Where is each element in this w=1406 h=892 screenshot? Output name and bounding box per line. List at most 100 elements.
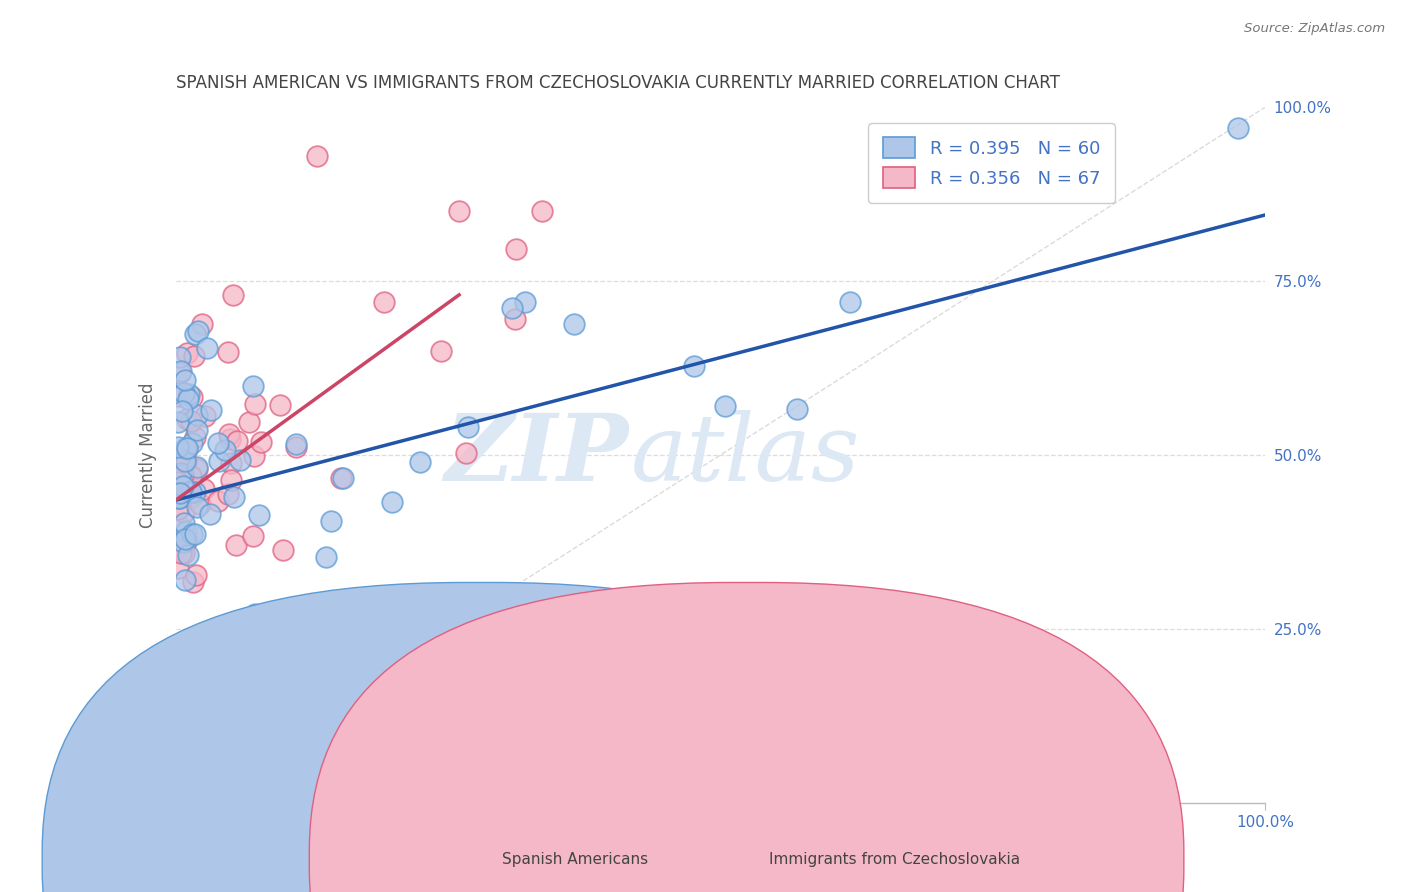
Point [218,433,240,447]
Point [449,204,471,219]
Point [214,443,236,458]
Text: Source: ZipAtlas.com: Source: ZipAtlas.com [1244,22,1385,36]
Point [207,435,229,450]
Point [271,543,294,558]
Legend: R = 0.395   N = 60, R = 0.356   N = 67: R = 0.395 N = 60, R = 0.356 N = 67 [869,123,1115,202]
Point [409,455,432,469]
Point [174,454,197,468]
Point [180,414,202,428]
Point [457,419,479,434]
Point [167,481,190,495]
Point [562,317,585,331]
Point [172,470,194,484]
Point [222,288,245,302]
Point [174,532,197,546]
Point [177,392,200,406]
Point [172,535,194,549]
Point [243,607,266,622]
Point [181,526,204,541]
Point [373,295,395,310]
Point [181,489,204,503]
Point [167,491,190,506]
Point [167,440,190,454]
Point [503,311,526,326]
Point [381,495,404,509]
Point [176,524,198,538]
Point [176,411,198,425]
Point [174,373,197,387]
Point [221,473,243,487]
Point [186,462,208,476]
Point [167,472,190,486]
Point [167,519,190,533]
Point [219,456,242,470]
Point [187,324,209,338]
Point [172,454,194,468]
Point [183,349,205,363]
Point [285,440,308,454]
Point [224,490,246,504]
Point [329,471,352,485]
Text: Immigrants from Czechoslovakia: Immigrants from Czechoslovakia [769,853,1021,867]
Point [173,505,195,519]
Point [315,549,337,564]
Point [714,400,737,414]
Point [229,452,252,467]
Point [167,502,190,516]
Point [454,446,477,460]
Point [242,379,264,393]
Point [238,415,260,429]
Point [173,516,195,531]
Point [173,546,195,560]
Point [501,301,523,315]
Text: ZIP: ZIP [444,410,628,500]
Point [269,398,291,412]
Point [167,467,190,481]
Point [1227,120,1250,135]
Point [179,631,201,645]
Point [167,415,190,429]
Point [186,460,208,475]
Point [839,294,862,309]
Point [173,573,195,587]
Point [284,437,307,451]
Point [176,442,198,456]
Point [188,497,211,511]
Point [173,385,195,400]
Point [217,345,239,359]
Point [172,404,194,418]
Point [180,390,202,404]
Point [208,453,231,467]
Point [180,468,202,483]
Point [242,450,264,464]
Point [177,483,200,497]
Point [172,479,194,493]
Point [180,485,202,500]
Point [170,364,193,378]
Point [786,402,808,417]
Point [247,508,270,522]
Point [195,341,218,355]
Point [191,317,214,331]
Point [169,366,191,380]
Point [513,294,536,309]
Point [207,493,229,508]
Point [186,423,208,437]
Point [167,388,190,402]
Point [174,453,197,467]
Point [243,396,266,410]
Point [186,408,208,422]
Text: SPANISH AMERICAN VS IMMIGRANTS FROM CZECHOSLOVAKIA CURRENTLY MARRIED CORRELATION: SPANISH AMERICAN VS IMMIGRANTS FROM CZEC… [176,74,1060,92]
Point [183,430,205,444]
Point [186,500,208,515]
Point [167,491,190,506]
Point [183,574,205,589]
Point [198,673,221,687]
Y-axis label: Currently Married: Currently Married [139,382,157,528]
Point [194,409,217,424]
Point [169,485,191,500]
Point [169,350,191,364]
Text: atlas: atlas [631,410,860,500]
Point [242,529,264,543]
Point [200,507,222,521]
